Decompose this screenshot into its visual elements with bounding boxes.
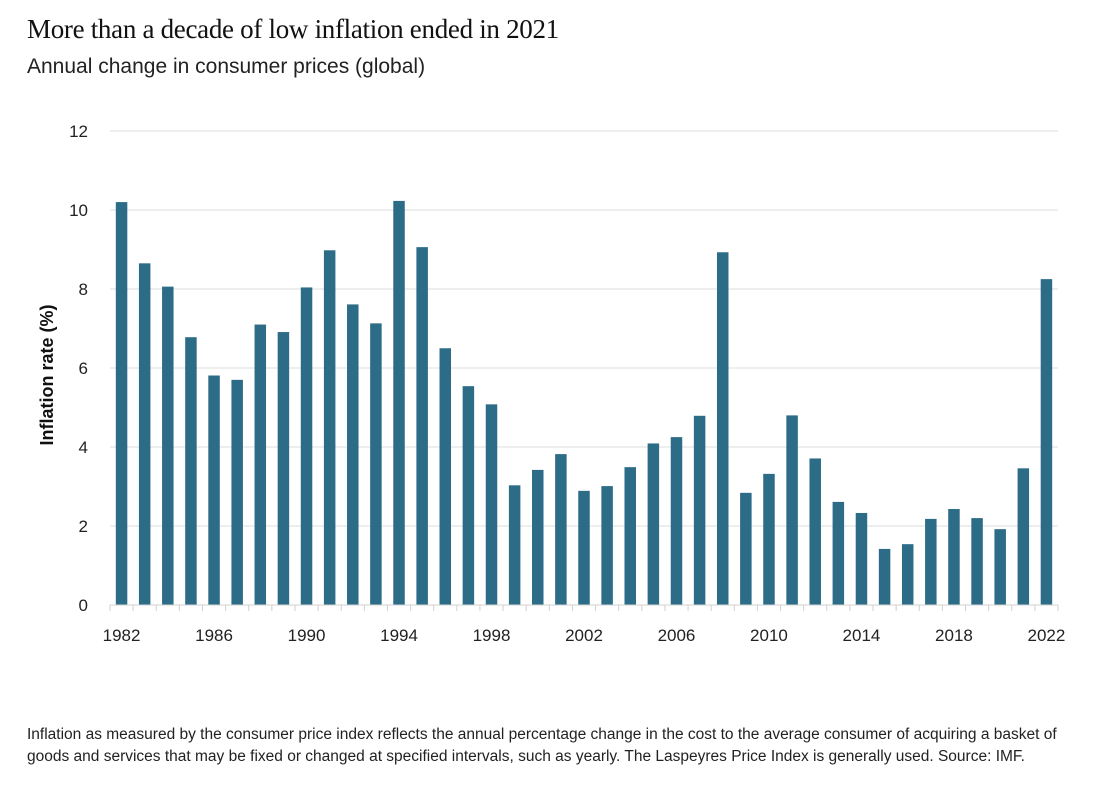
bar-2017 <box>925 518 937 605</box>
y-tick-label: 4 <box>79 438 88 457</box>
bars <box>115 200 1053 606</box>
bar-2003 <box>601 486 613 605</box>
y-tick-label: 12 <box>69 122 88 141</box>
gridlines <box>110 130 1058 527</box>
bar-2019 <box>971 518 983 605</box>
bar-2005 <box>647 443 660 605</box>
bar-2012 <box>809 458 821 605</box>
bar-2009 <box>740 492 752 605</box>
y-tick-label: 8 <box>79 280 88 299</box>
bar-2006 <box>670 437 683 605</box>
x-axis <box>109 604 1059 611</box>
bar-2015 <box>878 548 891 605</box>
y-tick-label: 0 <box>79 596 88 615</box>
x-tick-label: 2002 <box>565 626 603 645</box>
y-tick-label: 6 <box>79 359 88 378</box>
x-tick-label: 1998 <box>473 626 511 645</box>
x-tick-label: 1982 <box>103 626 141 645</box>
bar-2018 <box>948 509 960 605</box>
bar-1988 <box>254 324 267 605</box>
bar-2008 <box>716 252 729 605</box>
x-tick-label: 2010 <box>750 626 788 645</box>
bar-2014 <box>855 512 868 605</box>
bar-1989 <box>277 332 290 605</box>
x-tick-label: 2022 <box>1028 626 1066 645</box>
x-tick-label: 2006 <box>658 626 696 645</box>
bar-2000 <box>532 469 544 605</box>
y-axis-ticks: 0 2 4 6 8 10 12 <box>69 122 88 615</box>
bar-2016 <box>901 544 914 605</box>
bar-1982 <box>115 202 128 605</box>
bar-1996 <box>439 348 452 605</box>
bar-1985 <box>185 337 197 605</box>
y-tick-label: 10 <box>69 201 88 220</box>
bar-1992 <box>347 304 359 605</box>
y-tick-label: 2 <box>79 517 88 536</box>
bar-1994 <box>393 200 405 606</box>
bar-1984 <box>162 286 174 605</box>
footnote: Inflation as measured by the consumer pr… <box>27 726 1057 765</box>
bar-2002 <box>578 490 590 605</box>
bar-1990 <box>300 287 313 605</box>
bar-1997 <box>462 386 475 605</box>
bar-1995 <box>416 247 428 605</box>
chart-title: More than a decade of low inflation ende… <box>27 14 559 44</box>
bar-1999 <box>508 485 521 605</box>
x-tick-label: 2018 <box>935 626 973 645</box>
x-tick-label: 2014 <box>843 626 881 645</box>
bar-2004 <box>624 467 636 605</box>
bar-1986 <box>208 375 220 605</box>
bar-chart: 0 2 4 6 8 10 12 1982 1986 1990 1994 1998 2002 2006 20… <box>37 122 1066 645</box>
bar-2013 <box>832 501 845 605</box>
bar-1991 <box>323 250 336 606</box>
bar-1987 <box>231 379 243 605</box>
bar-1998 <box>485 404 498 605</box>
chart-subtitle: Annual change in consumer prices (global… <box>27 55 426 78</box>
bar-2022 <box>1040 279 1053 605</box>
x-tick-label: 1990 <box>288 626 326 645</box>
x-axis-ticks: 1982 1986 1990 1994 1998 2002 2006 2010 2014 2018… <box>103 626 1066 645</box>
bar-2020 <box>994 529 1006 605</box>
bar-2001 <box>555 454 567 605</box>
bar-2007 <box>693 415 706 605</box>
y-axis-label: Inflation rate (%) <box>37 304 57 445</box>
x-tick-label: 1986 <box>195 626 233 645</box>
bar-2010 <box>763 473 775 605</box>
bar-2011 <box>786 415 798 605</box>
bar-1983 <box>138 263 151 605</box>
bar-1993 <box>370 323 382 605</box>
x-tick-label: 1994 <box>380 626 418 645</box>
bar-2021 <box>1017 468 1030 605</box>
